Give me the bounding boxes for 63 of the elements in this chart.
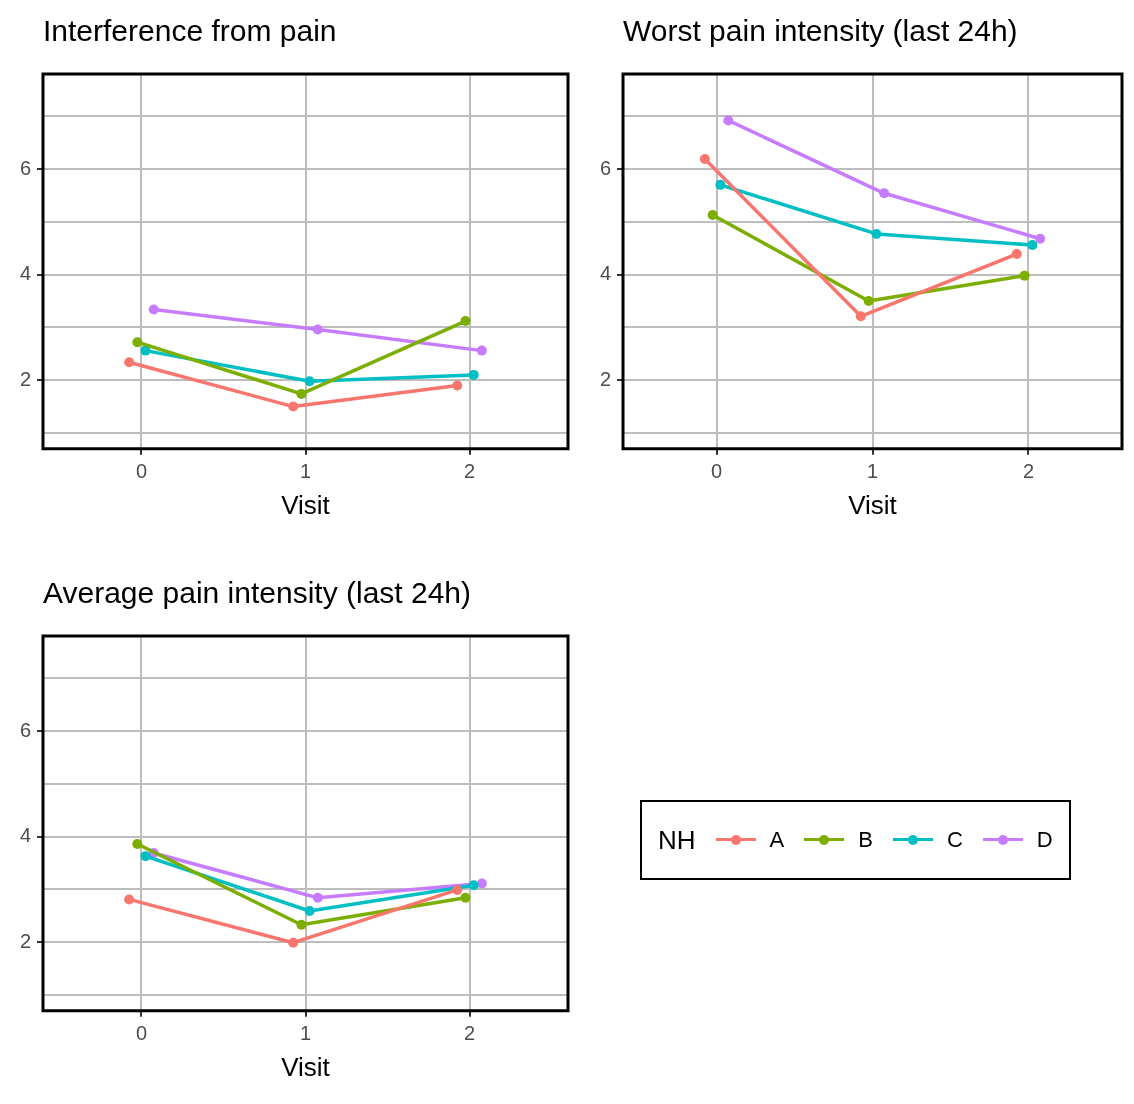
y-tick-label: 6 [19,718,31,741]
x-tick-label: 0 [711,460,723,483]
x-tick-label: 0 [135,460,147,483]
point [460,316,471,327]
point [707,209,718,220]
point [1019,270,1030,281]
y-tick-label: 4 [599,262,611,285]
point [476,345,487,356]
y-tick-label: 4 [19,824,31,847]
x-tick-label: 2 [464,1022,476,1045]
point [699,153,710,164]
x-axis-title: Visit [281,1051,331,1082]
point [723,115,734,126]
x-tick-label: 1 [299,1022,312,1045]
y-tick-label: 2 [19,929,31,952]
x-tick-label: 0 [135,1022,147,1045]
y-tick-label: 2 [599,367,611,390]
point [863,295,874,306]
chart-title: Interference from pain [42,13,338,49]
legend-label: D [1036,827,1053,853]
point [288,401,299,412]
legend-label: B [858,827,873,853]
x-axis-title: Visit [848,489,898,520]
point [296,919,307,930]
point [468,880,479,891]
legend-title: NH [658,824,696,856]
point [132,838,143,849]
point [148,304,159,315]
legend-label: A [769,827,785,853]
point [296,388,307,399]
y-tick-label: 6 [599,156,611,179]
point [715,179,726,190]
point [476,878,487,889]
point [452,380,463,391]
point [452,884,463,895]
point [312,892,323,903]
point [304,906,315,917]
point [460,892,471,903]
x-tick-label: 1 [299,460,312,483]
point [468,369,479,380]
point [140,851,151,862]
y-tick-label: 4 [19,262,31,285]
x-tick-label: 2 [1022,460,1034,483]
point [855,311,866,322]
x-tick-label: 1 [866,460,879,483]
chart-title: Worst pain intensity (last 24h) [622,13,1019,49]
point [288,937,299,948]
point [312,324,323,335]
x-tick-label: 2 [464,460,476,483]
point [879,188,890,199]
x-axis-title: Visit [281,489,331,520]
point [871,228,882,239]
point [1011,249,1022,260]
legend-label: C [946,827,963,853]
point [124,894,135,905]
y-tick-label: 6 [19,156,31,179]
y-tick-label: 2 [19,367,31,390]
point [1027,240,1038,251]
chart-title: Average pain intensity (last 24h) [42,575,473,611]
point [304,376,315,387]
point [1035,233,1046,244]
point [132,337,143,348]
point [124,357,135,368]
